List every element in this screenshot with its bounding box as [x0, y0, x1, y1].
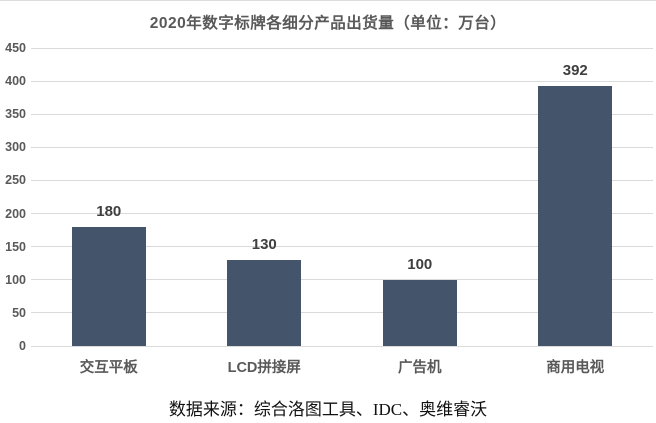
y-axis-tick-label: 200	[5, 206, 26, 221]
y-axis-tick-label: 0	[19, 339, 26, 353]
gridline	[31, 47, 653, 49]
source-note: 数据来源：综合洛图工具、IDC、奥维睿沃	[168, 400, 488, 419]
bar-value-label: 180	[96, 202, 122, 220]
y-axis-tick-label: 350	[5, 107, 26, 122]
bar-LCD拼接屏	[227, 259, 302, 346]
chart-title: 2020年数字标牌各细分产品出货量（单位：万台）	[149, 15, 507, 32]
bar-value-label: 100	[407, 255, 433, 273]
bar-slot: 392	[498, 48, 654, 346]
bar-slot: 180	[31, 48, 187, 346]
bar-交互平板	[71, 226, 146, 346]
y-axis-tick-label: 50	[12, 305, 26, 320]
x-axis-category-label: 交互平板	[79, 360, 138, 376]
y-axis-tick-label: 150	[5, 239, 26, 254]
bar-value-label: 130	[251, 235, 277, 253]
gridline	[31, 146, 653, 148]
gridline	[31, 80, 653, 82]
gridline	[31, 312, 653, 314]
bar-商用电视	[538, 86, 613, 346]
y-axis-tick-label: 250	[5, 173, 26, 188]
gridline	[31, 213, 653, 215]
y-axis-tick-label: 400	[5, 74, 26, 89]
bar-slot: 130	[187, 48, 343, 346]
gridline	[31, 113, 653, 115]
gridline	[31, 246, 653, 248]
y-axis-tick-label: 450	[5, 41, 26, 55]
gridline	[31, 345, 653, 347]
x-axis-category-label: LCD拼接屏	[227, 360, 301, 376]
plot-area: 180 130 100 392	[31, 47, 654, 347]
gridline	[31, 179, 653, 181]
x-axis-category-label: 广告机	[398, 360, 442, 376]
bar-value-label: 392	[562, 62, 588, 80]
bar-广告机	[382, 279, 457, 346]
bar-slot: 100	[342, 48, 498, 346]
x-axis-category-label: 商用电视	[546, 360, 605, 376]
y-axis-tick-label: 100	[5, 272, 26, 287]
gridline	[31, 279, 653, 281]
y-axis-tick-label: 300	[5, 140, 26, 155]
